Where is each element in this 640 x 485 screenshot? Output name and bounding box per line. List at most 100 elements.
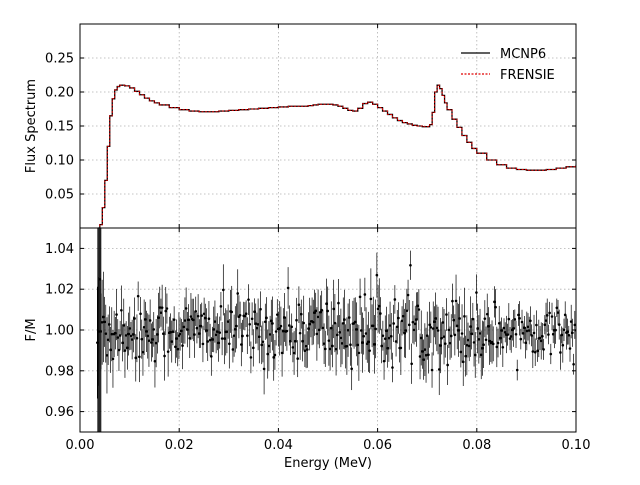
ratio-point: [186, 328, 189, 331]
ratio-point: [381, 334, 385, 338]
ratio-point: [106, 338, 110, 342]
ratio-point: [559, 351, 562, 354]
ratio-point: [392, 322, 395, 325]
ratio-point: [235, 324, 238, 328]
ratio-point: [200, 314, 204, 317]
ratio-point: [255, 326, 259, 330]
ratio-point: [459, 350, 463, 354]
ratio-point: [211, 338, 214, 341]
ratio-point: [514, 333, 518, 336]
ratio-point: [345, 344, 349, 348]
ratio-point: [377, 304, 381, 308]
ratio-point: [467, 344, 471, 348]
ratio-point: [214, 333, 218, 337]
ratio-point: [130, 338, 134, 341]
ratio-point: [325, 302, 328, 306]
ratio-point: [349, 343, 352, 347]
ratio-point: [225, 330, 229, 333]
ratio-point: [531, 350, 535, 353]
ratio-point: [551, 332, 555, 336]
ratio-point: [494, 305, 497, 309]
ratio-point: [271, 322, 274, 325]
ratio-point: [350, 367, 353, 371]
ratio-point: [423, 348, 427, 351]
ratio-point: [495, 345, 499, 349]
ratio-point: [230, 310, 234, 314]
ratio-point: [333, 321, 337, 325]
ratio-point: [541, 334, 544, 338]
ratio-point: [133, 317, 136, 320]
ratio-point: [232, 334, 236, 337]
ratio-point: [142, 325, 146, 329]
ratio-point: [545, 314, 549, 317]
ratio-point: [303, 349, 307, 353]
ratio-point: [412, 328, 416, 332]
ratio-point: [148, 319, 152, 322]
ratio-point: [153, 359, 157, 363]
ratio-point: [496, 341, 500, 345]
ratio-point: [556, 311, 560, 314]
ratio-point: [547, 333, 550, 336]
ratio-point: [228, 342, 231, 346]
ratio-point: [356, 343, 359, 347]
ratio-point: [369, 297, 373, 301]
bottom-panel-ticks: 0.96 0.98 1.00 1.02 1.04 0.00 0.02 0.04 0.06 0.08…: [45, 228, 590, 453]
ratio-point: [289, 339, 292, 343]
ratio-point: [157, 316, 160, 319]
ratio-point: [275, 313, 279, 316]
ratio-point: [452, 318, 455, 322]
ratio-point: [419, 336, 423, 340]
ratio-point: [424, 353, 428, 357]
ratio-point: [400, 319, 404, 323]
ratio-point: [313, 311, 316, 314]
ratio-point: [334, 347, 338, 351]
ratio-point: [321, 326, 325, 330]
ratio-point: [483, 317, 487, 320]
ratio-point: [499, 336, 502, 340]
ratio-point: [195, 326, 199, 330]
ratio-point: [323, 347, 327, 351]
ratio-point: [475, 291, 478, 294]
ratio-point: [544, 319, 548, 322]
ratio-point: [476, 327, 479, 330]
ratio-point: [127, 332, 130, 336]
ratio-point: [144, 318, 147, 321]
ratio-point: [320, 308, 323, 312]
ratio-point: [165, 307, 169, 310]
ratio-point: [479, 353, 483, 357]
ratio-point: [311, 320, 315, 324]
ratio-point: [280, 351, 284, 355]
ratio-point: [270, 319, 273, 323]
ratio-point: [183, 319, 187, 322]
ratio-point: [231, 348, 235, 351]
ratio-point: [291, 346, 295, 349]
ratio-point: [327, 339, 331, 342]
ratio-point: [217, 341, 220, 345]
ratio-point: [524, 341, 527, 345]
bottom-y-tick-label: 0.98: [45, 364, 74, 379]
ratio-point: [427, 353, 430, 357]
ratio-point: [116, 336, 120, 339]
ratio-point: [361, 341, 364, 344]
ratio-point: [331, 344, 334, 348]
ratio-point: [429, 326, 433, 329]
ratio-point: [569, 320, 573, 323]
x-tick-label: 0.02: [165, 438, 194, 453]
ratio-point: [457, 329, 460, 332]
ratio-point: [535, 323, 538, 327]
ratio-point: [416, 304, 419, 308]
bottom-panel-points: [96, 228, 576, 432]
ratio-point: [471, 317, 475, 321]
ratio-point: [561, 343, 565, 347]
ratio-point: [322, 342, 326, 345]
ratio-point: [469, 325, 472, 328]
ratio-point: [212, 328, 216, 331]
ratio-point: [292, 351, 296, 355]
ratio-point: [151, 338, 154, 341]
ratio-point: [529, 319, 532, 323]
ratio-point: [453, 333, 457, 337]
ratio-point: [439, 344, 442, 347]
ratio-point: [571, 331, 574, 335]
ratio-point: [201, 342, 205, 346]
ratio-point: [194, 310, 198, 313]
